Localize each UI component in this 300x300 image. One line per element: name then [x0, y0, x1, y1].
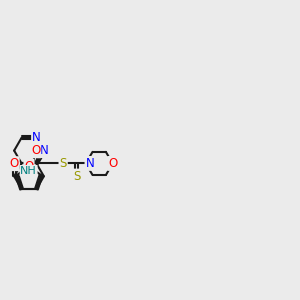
Text: NH: NH — [20, 166, 37, 176]
Text: N: N — [32, 131, 41, 144]
Text: N: N — [40, 144, 48, 157]
Text: O: O — [31, 144, 40, 157]
Text: O: O — [24, 160, 34, 173]
Text: N: N — [85, 157, 94, 170]
Text: S: S — [73, 169, 80, 183]
Text: S: S — [59, 157, 67, 170]
Text: O: O — [108, 157, 117, 170]
Text: O: O — [10, 157, 19, 170]
